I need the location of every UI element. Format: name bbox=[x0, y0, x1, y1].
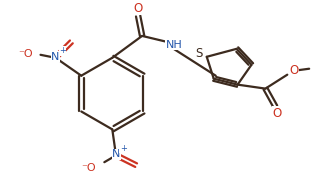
Text: +: + bbox=[120, 144, 127, 153]
Text: O: O bbox=[273, 107, 282, 120]
Text: ⁻O: ⁻O bbox=[81, 163, 96, 173]
Text: +: + bbox=[59, 46, 66, 55]
Text: NH: NH bbox=[166, 40, 182, 50]
Text: O: O bbox=[289, 64, 299, 77]
Text: N: N bbox=[112, 149, 120, 159]
Text: O: O bbox=[134, 2, 143, 15]
Text: N: N bbox=[51, 52, 60, 62]
Text: ⁻O: ⁻O bbox=[18, 49, 33, 59]
Text: S: S bbox=[195, 47, 202, 60]
